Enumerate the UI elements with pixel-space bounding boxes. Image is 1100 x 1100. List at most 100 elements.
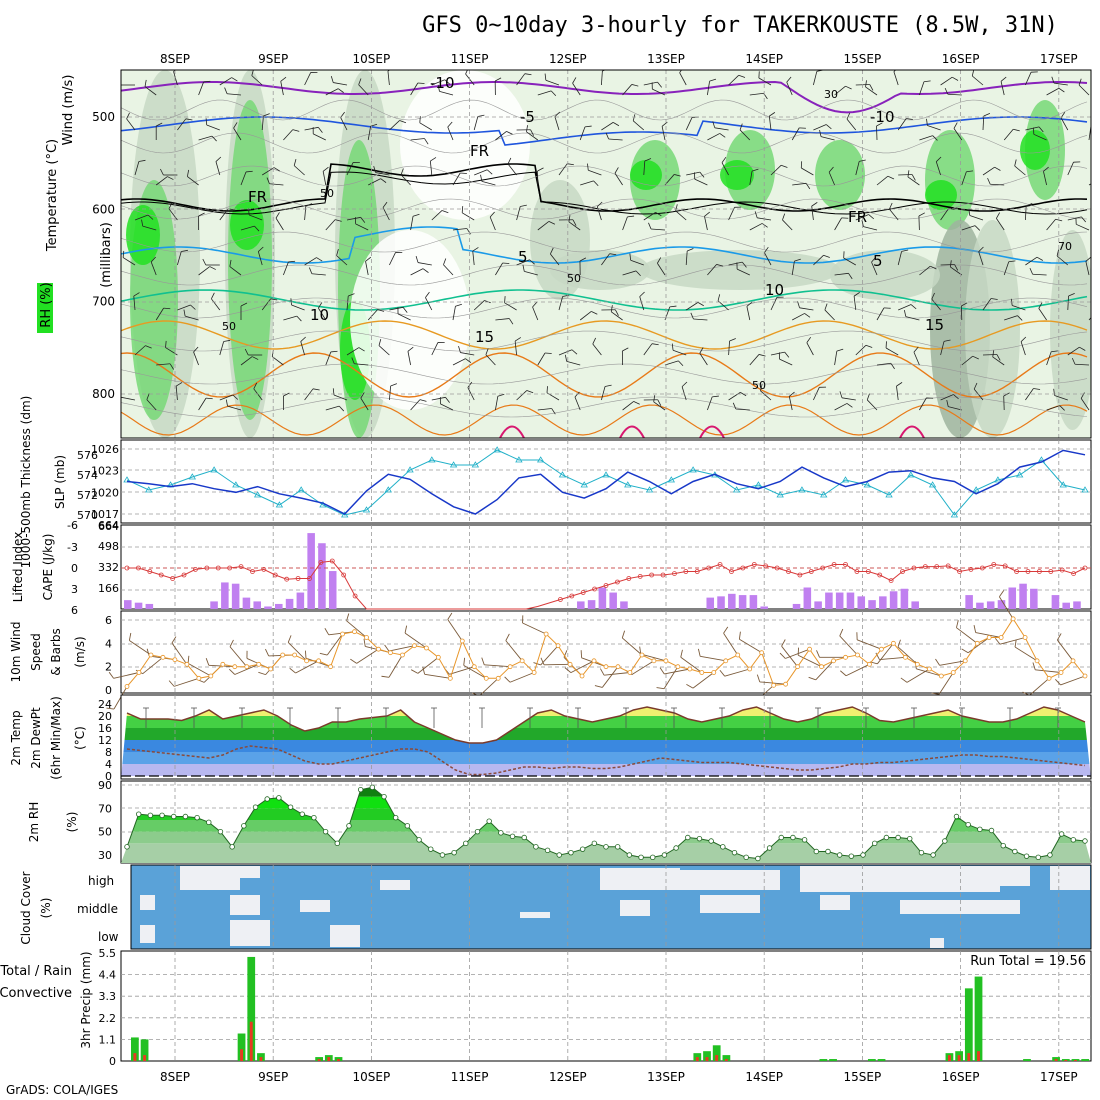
wind-barb bbox=[671, 343, 687, 356]
date-label-bottom: 11SEP bbox=[451, 1070, 489, 1084]
wind-barb-staff bbox=[410, 138, 425, 141]
wind-barb-staff bbox=[813, 124, 827, 131]
wind-barb-flag bbox=[592, 337, 597, 345]
wind-barb-10m bbox=[621, 630, 643, 656]
wind-barb-flag bbox=[223, 339, 231, 342]
lifted-index-marker bbox=[729, 569, 734, 574]
wind-speed-marker bbox=[304, 658, 310, 664]
wind-barb-flag bbox=[544, 73, 547, 81]
wind-barb bbox=[982, 298, 998, 311]
wind-barb-flag bbox=[351, 357, 355, 364]
wind-barb-flag bbox=[632, 114, 636, 121]
rh2m-marker bbox=[346, 823, 352, 829]
wind-barb-flag bbox=[106, 707, 115, 710]
wind-barb-flag bbox=[309, 267, 313, 274]
thickness-marker bbox=[1059, 481, 1067, 488]
wind-barb-staff bbox=[990, 183, 1005, 186]
wind-barb-flag bbox=[567, 163, 574, 166]
wind-barb bbox=[1075, 217, 1090, 231]
wind-barb bbox=[855, 344, 873, 356]
wind-barb-flag bbox=[1051, 76, 1055, 84]
temp-tick: 20 bbox=[98, 710, 112, 723]
wind-barb-staff bbox=[537, 408, 552, 411]
precip-conv-bar bbox=[967, 1053, 971, 1061]
precip-bar bbox=[877, 1059, 886, 1061]
wind-barb-staff bbox=[707, 81, 710, 96]
wind-barb-flag bbox=[931, 292, 935, 300]
dewpoint-line bbox=[126, 745, 1086, 776]
wind-barb-flag bbox=[381, 675, 390, 678]
wind-speed-marker bbox=[711, 670, 717, 675]
wind-barb-flag bbox=[318, 302, 323, 309]
wind-barb bbox=[746, 301, 753, 321]
lifted-index-marker bbox=[1082, 565, 1088, 571]
precip-conv-bar bbox=[724, 1059, 728, 1061]
cloud-block bbox=[680, 870, 780, 890]
cape-bar bbox=[231, 583, 240, 609]
wind-barb-10m bbox=[931, 672, 954, 695]
wind-barb-flag bbox=[363, 638, 366, 647]
wind-barb-staff bbox=[495, 396, 499, 411]
wind-barb-flag bbox=[764, 246, 769, 253]
cape-bar bbox=[221, 582, 229, 609]
wind-barb-flag bbox=[845, 85, 852, 90]
wind-barb-staff bbox=[630, 259, 644, 266]
lifted-index-marker bbox=[717, 562, 723, 567]
wind-barb-staff bbox=[439, 90, 454, 96]
lifted-index-marker bbox=[170, 576, 176, 581]
wind-barb bbox=[919, 265, 937, 276]
cape-bar bbox=[620, 601, 628, 609]
wind-barb-flag bbox=[875, 652, 880, 660]
wind-barb-staff bbox=[326, 633, 343, 656]
rh2m-marker bbox=[790, 834, 796, 841]
lifted-index-marker bbox=[1036, 569, 1042, 574]
wind-barb-flag bbox=[853, 292, 860, 297]
wind-barb-flag bbox=[923, 80, 931, 83]
wind-barb-staff bbox=[601, 666, 619, 688]
wind-barb-staff bbox=[746, 306, 751, 321]
rh2m-marker bbox=[428, 846, 434, 852]
date-label-top: 15SEP bbox=[844, 52, 882, 66]
rh2m-marker bbox=[661, 852, 668, 858]
wind-barb bbox=[918, 212, 925, 231]
rh-shade-region bbox=[230, 200, 264, 250]
wind-barb-10m bbox=[228, 663, 259, 675]
wind-barb bbox=[168, 202, 178, 221]
lifted-index-marker bbox=[580, 590, 586, 595]
wind-barb-staff bbox=[325, 405, 340, 411]
wind-barb-staff bbox=[240, 356, 253, 366]
wind-barb-flag bbox=[865, 80, 867, 88]
wind-barb-10m bbox=[1032, 662, 1062, 673]
cape-bar bbox=[296, 592, 305, 609]
wind-barb-flag bbox=[1081, 216, 1087, 223]
cape-bar bbox=[253, 601, 261, 609]
thickness-marker bbox=[820, 491, 828, 498]
slp-tick: 1023 bbox=[91, 465, 119, 478]
lifted-index-marker bbox=[569, 593, 575, 599]
rh2m-marker bbox=[182, 813, 189, 820]
contour-label: 10 bbox=[765, 281, 784, 299]
thickness-marker bbox=[341, 511, 349, 518]
wind-barb-staff bbox=[425, 297, 433, 311]
wind-barb-staff bbox=[749, 171, 753, 186]
rh2m-marker bbox=[766, 845, 773, 851]
wind-barb bbox=[358, 78, 369, 96]
wind-barb-flag bbox=[699, 347, 704, 354]
wind-barb bbox=[622, 84, 639, 96]
wind-barb-staff bbox=[173, 71, 178, 86]
wind-barb-flag bbox=[1075, 217, 1077, 225]
wind-barb-staff bbox=[550, 253, 560, 266]
wind-barb-flag bbox=[422, 666, 426, 675]
wind-barb-flag bbox=[943, 339, 951, 342]
wind-barb-flag bbox=[1068, 292, 1075, 297]
wind-barb bbox=[187, 169, 199, 186]
rh2m-marker bbox=[147, 812, 154, 819]
wind-barb bbox=[198, 397, 213, 411]
wind-barb-flag bbox=[808, 676, 816, 681]
wind-barb bbox=[940, 76, 959, 86]
wind-barb bbox=[419, 116, 433, 131]
wind-barb bbox=[144, 79, 157, 96]
lifted-index-marker bbox=[147, 569, 153, 574]
wind-barb bbox=[219, 394, 239, 401]
